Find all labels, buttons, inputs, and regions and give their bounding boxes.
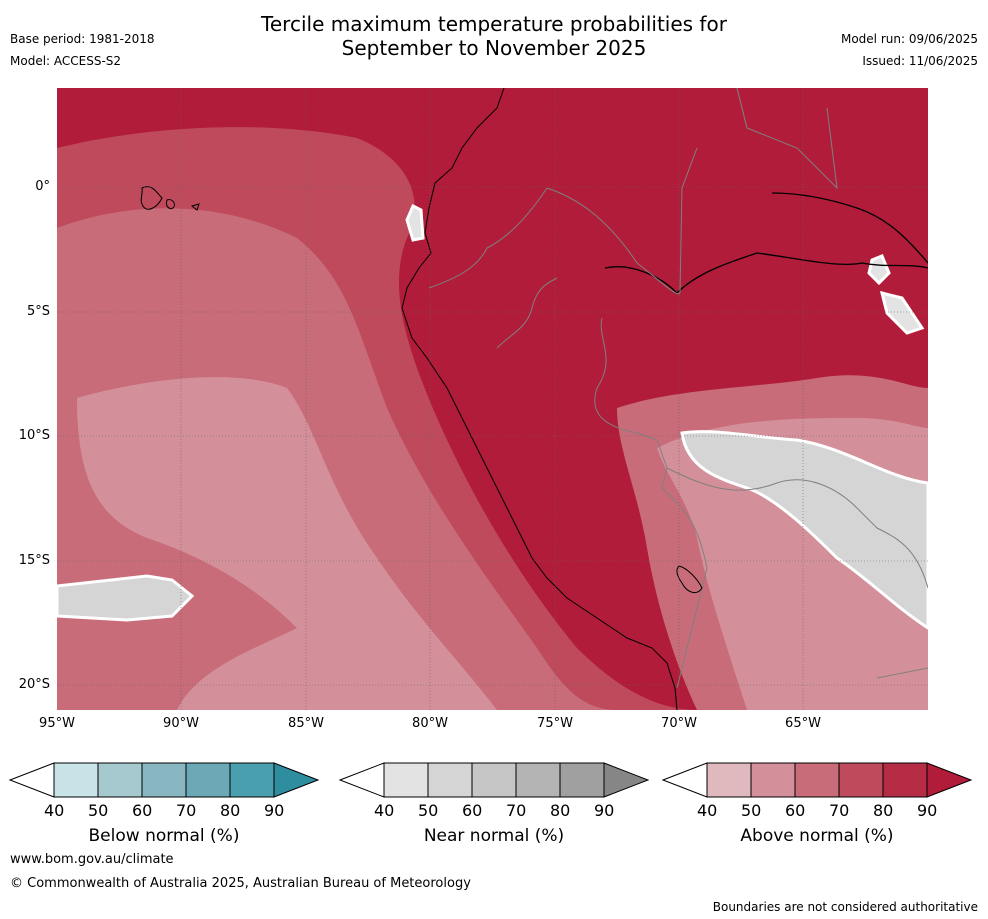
- cbar1-tick-80: 80: [220, 801, 241, 820]
- model-run: Model run: 09/06/2025: [840, 32, 978, 46]
- cbar1-tick-70: 70: [176, 801, 197, 820]
- footer-url[interactable]: www.bom.gov.au/climate: [10, 852, 174, 867]
- river-line-north: [771, 192, 928, 264]
- gridlines: [57, 88, 928, 710]
- lake-titicaca: [676, 565, 703, 594]
- cbar2-tick-90: 90: [594, 801, 615, 820]
- country-borders: [428, 88, 928, 689]
- map-region-near-normal: [680, 430, 928, 630]
- map-region-near-normal-ne: [879, 290, 925, 335]
- cbar2-title: Near normal (%): [423, 826, 565, 846]
- chart-title: Tercile maximum temperature probabilitie…: [0, 12, 988, 60]
- colorbar-near-normal: [338, 762, 650, 798]
- river-line: [604, 252, 928, 294]
- meta-right: Model run: 09/06/2025 Issued: 11/06/2025: [841, 28, 978, 72]
- cbar1-tick-50: 50: [88, 801, 109, 820]
- cbar3-tick-50: 50: [741, 801, 762, 820]
- lon-label-2: 85°W: [288, 716, 324, 731]
- footer-copyright: © Commonwealth of Australia 2025, Austra…: [10, 876, 471, 891]
- cbar2-tick-60: 60: [462, 801, 483, 820]
- lon-label-6: 65°W: [785, 716, 821, 731]
- galapagos-islands: [140, 186, 200, 211]
- cbar1-tick-60: 60: [132, 801, 153, 820]
- base-period: Base period: 1981-2018: [10, 32, 155, 46]
- title-line-1: Tercile maximum temperature probabilitie…: [261, 12, 727, 36]
- cbar1-tick-40: 40: [44, 801, 65, 820]
- lat-label-3: 15°S: [18, 553, 50, 568]
- cbar2-tick-70: 70: [506, 801, 527, 820]
- cbar3-tick-70: 70: [829, 801, 850, 820]
- lat-label-0: 0°: [35, 179, 50, 194]
- cbar3-tick-60: 60: [785, 801, 806, 820]
- cbar3-tick-40: 40: [697, 801, 718, 820]
- meta-left: Base period: 1981-2018 Model: ACCESS-S2: [10, 28, 155, 72]
- probability-map: [57, 88, 928, 710]
- cbar2-tick-50: 50: [418, 801, 439, 820]
- colorbar-below-normal: [8, 762, 320, 798]
- title-line-2: September to November 2025: [341, 36, 647, 60]
- lon-label-4: 75°W: [537, 716, 573, 731]
- cbar1-tick-90: 90: [264, 801, 285, 820]
- map-region-60: [77, 377, 497, 710]
- cbar2-tick-80: 80: [550, 801, 571, 820]
- colorbar-above-normal: [661, 762, 973, 798]
- issued-date: Issued: 11/06/2025: [862, 54, 978, 68]
- cbar3-tick-90: 90: [917, 801, 938, 820]
- coastline: [401, 88, 678, 710]
- lon-label-0: 95°W: [39, 716, 75, 731]
- lat-label-1: 5°S: [26, 304, 50, 319]
- map-region-near-normal-coast: [405, 203, 425, 242]
- model-name: Model: ACCESS-S2: [10, 54, 122, 68]
- cbar3-tick-80: 80: [873, 801, 894, 820]
- lon-label-3: 80°W: [412, 716, 448, 731]
- cbar2-tick-40: 40: [374, 801, 395, 820]
- lon-label-1: 90°W: [163, 716, 199, 731]
- map-region-near-normal-west: [57, 574, 195, 622]
- cbar3-title: Above normal (%): [740, 826, 894, 846]
- lon-label-5: 70°W: [661, 716, 697, 731]
- map-region-70: [57, 208, 617, 710]
- lat-label-2: 10°S: [18, 428, 50, 443]
- map-fill-layer: [57, 88, 928, 710]
- cbar1-title: Below normal (%): [88, 826, 240, 846]
- map-region-near-normal-north: [867, 254, 891, 286]
- footer-disclaimer: Boundaries are not considered authoritat…: [712, 900, 978, 914]
- lat-label-4: 20°S: [18, 677, 50, 692]
